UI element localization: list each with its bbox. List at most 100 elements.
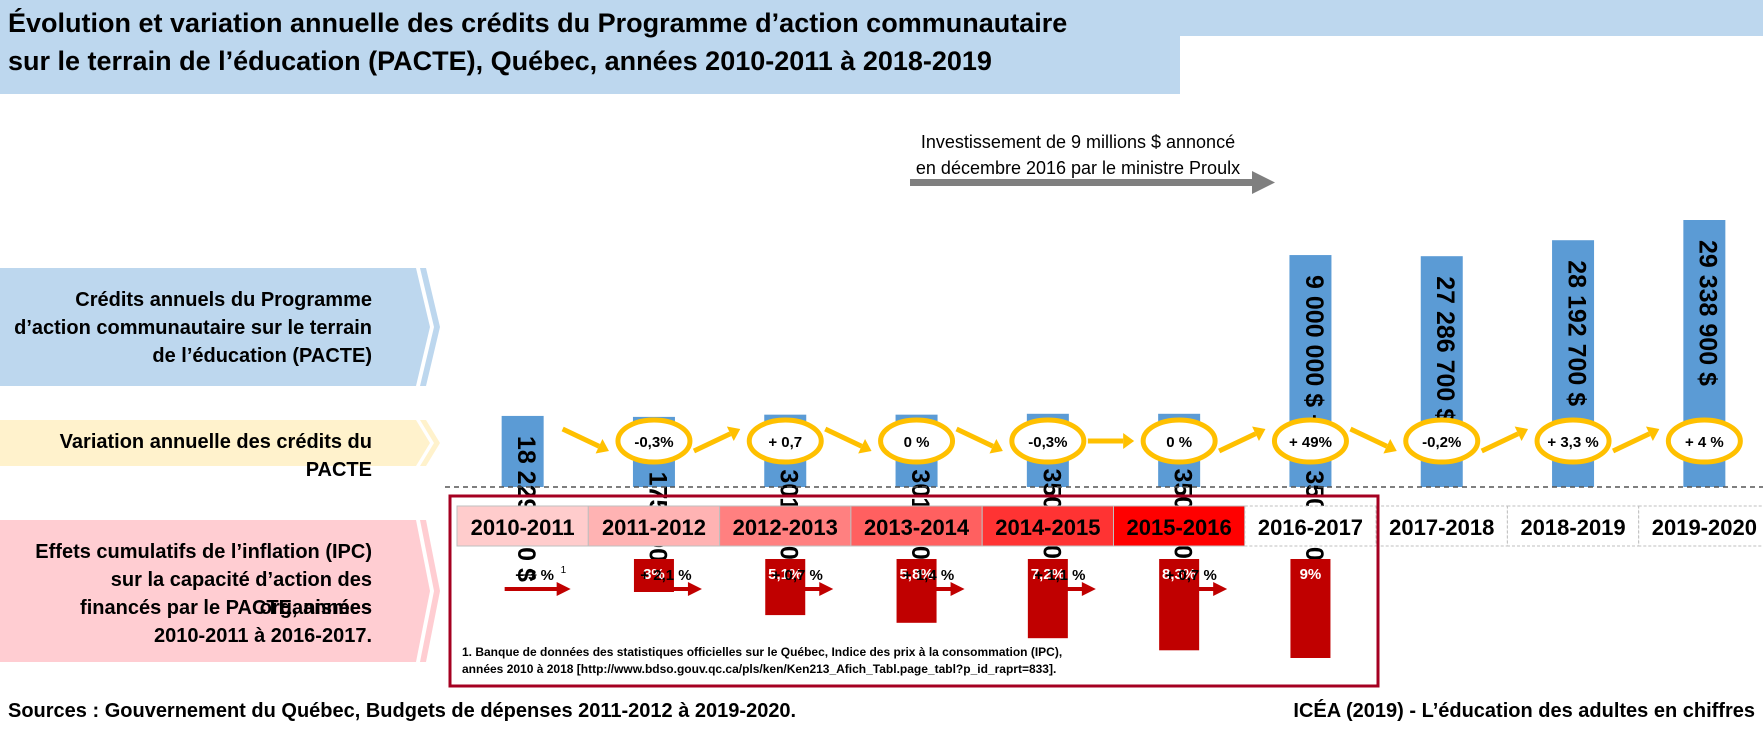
variation-label: 0 % [904,434,930,451]
variation-arrow-head [1383,439,1397,454]
year-cell [1638,505,1763,547]
inflation-arrow-head [1213,582,1228,596]
inflation-arrow-head [687,582,702,596]
variation-group: -0,3% + 0,7 0 % -0,3% 0 % + 49% -0,2% + 3,3 % + … [561,417,1743,465]
variation-arrow-shaft [561,426,601,449]
inflation-yearly-label: + 0,7 % [772,567,823,584]
label-credits-shape [0,268,430,386]
inflation-arrow-head [556,582,571,596]
source-note: 1. Banque de données des statistiques of… [462,644,1062,678]
source-note-line-2: années 2010 à 2018 [http://www.bdso.gouv… [462,662,1057,676]
label-inflation-line-1: Effets cumulatifs de l’inflation (IPC) [35,541,372,563]
variation-oval [878,417,956,465]
variation-arrow-shaft [1349,426,1388,449]
inflation-bar-label: 3% [643,566,665,583]
variation-arrow-shaft [1218,431,1257,454]
chart-title-line-2: sur le terrain de l’éducation (PACTE), Q… [8,46,992,76]
inflation-arrow-shaft [1029,587,1084,591]
inflation-yearly-label: + 3 % [515,567,554,584]
inflation-arrow-shaft [898,587,953,591]
year-cell [1375,505,1508,547]
variation-arrow-shaft [824,426,863,449]
variation-oval [1403,417,1481,465]
inflation-arrow-head [950,582,965,596]
inflation-bar-label: 7,2% [1031,566,1065,583]
year-cell [850,505,983,547]
variation-arrow-head [989,439,1003,454]
variation-arrow-head [1645,426,1660,441]
year-label: 2011-2012 [602,515,706,540]
year-row-group: 2010-2011 2011-2012 2012-2013 2013-2014 2014… [445,486,1763,547]
inflation-bar-label: 9% [1300,566,1322,583]
annotation-text: Investissement de 9 millions $ annoncé e… [908,129,1248,181]
year-label: 2017-2018 [1389,515,1494,540]
title-box: Évolution et variation annuelle des créd… [0,0,1180,94]
variation-label: -0,3% [634,434,673,451]
footer-credit: ICÉA (2019) - L’éducation des adultes en… [1293,700,1755,722]
bar-value-label: 27 286 700 $ [1431,276,1459,422]
footnote-marker: 1 [561,565,567,576]
year-cell [456,505,589,547]
label-credits-shape-tail [420,268,440,386]
annotation-arrow-head [1252,171,1275,194]
row-label-shapes [0,268,440,662]
label-inflation-shape [0,520,430,662]
year-cell [719,505,852,547]
year-label: 2015-2016 [1127,515,1232,540]
variation-oval [1665,417,1743,465]
bar [501,415,544,487]
label-credits-line-1: Crédits annuels du Programme [75,289,372,311]
inflation-bar [1159,559,1200,651]
inflation-yearly-label: + 2,1 % [640,567,691,584]
variation-arrow-head [1514,426,1529,441]
variation-label: + 4 % [1685,434,1724,451]
inflation-bar [1027,559,1068,639]
variation-oval [1534,417,1612,465]
label-credits-line-2: d’action communautaire sur le terrain [14,317,372,339]
variation-arrow-shaft [1480,431,1520,454]
variation-arrow-shaft [692,431,732,454]
inflation-bar [1290,559,1331,658]
inflation-bar [633,559,674,592]
label-variation-shape-tail [420,420,440,466]
inflation-yearly-label: + 1,4 % [903,567,954,584]
inflation-arrow-head [819,582,834,596]
inflation-group: 3% 5,1% 5,8% 7,2% 8,3% 9% + 3 % 1 + 2,1 % + 0,7 %… [448,494,1380,688]
source-note-line-1: 1. Banque de données des statistiques of… [462,645,1063,659]
label-inflation-line-2: sur la capacité d’action des organismes [110,569,372,619]
inflation-frame [448,494,1380,688]
variation-arrow-head [726,426,741,441]
label-credits: Crédits annuels du Programme d’action co… [0,284,400,384]
annotation-arrow [910,171,1275,194]
annotation-line-1: Investissement de 9 millions $ annoncé [920,132,1236,152]
variation-label: + 49% [1289,434,1332,451]
variation-arrow-head [595,439,609,454]
variation-arrow-shaft [1611,431,1651,454]
label-credits-line-3: de l’éducation (PACTE) [152,345,372,367]
year-cell [981,505,1115,547]
year-label: 2014-2015 [995,515,1100,540]
year-label: 2010-2011 [471,515,575,540]
variation-oval [746,417,824,465]
variation-arrow-head [1252,426,1266,441]
variation-oval [1009,417,1087,465]
variation-arrow-shaft [955,426,994,449]
inflation-arrow-shaft [635,587,690,591]
variation-oval [1140,417,1218,465]
inflation-arrow-shaft [1161,587,1216,591]
variation-label: -0,2% [1422,434,1461,451]
label-inflation-line-3: financés par le PACTE, années [80,597,372,619]
year-label: 2016-2017 [1258,515,1363,540]
inflation-yearly-label: + 1,1 % [1034,567,1085,584]
variation-oval [615,417,693,465]
variation-label: + 3,3 % [1547,434,1598,451]
inflation-yearly-label: + 0,7 % [1166,567,1217,584]
label-variation-shape [0,420,430,466]
variation-arrow-head [1123,433,1135,449]
footer-sources: Sources : Gouvernement du Québec, Budget… [8,700,797,722]
year-label: 2018-2019 [1520,515,1625,540]
variation-label: + 0,7 [768,434,802,451]
year-label: 2012-2013 [733,515,838,540]
year-cell [1506,505,1640,547]
